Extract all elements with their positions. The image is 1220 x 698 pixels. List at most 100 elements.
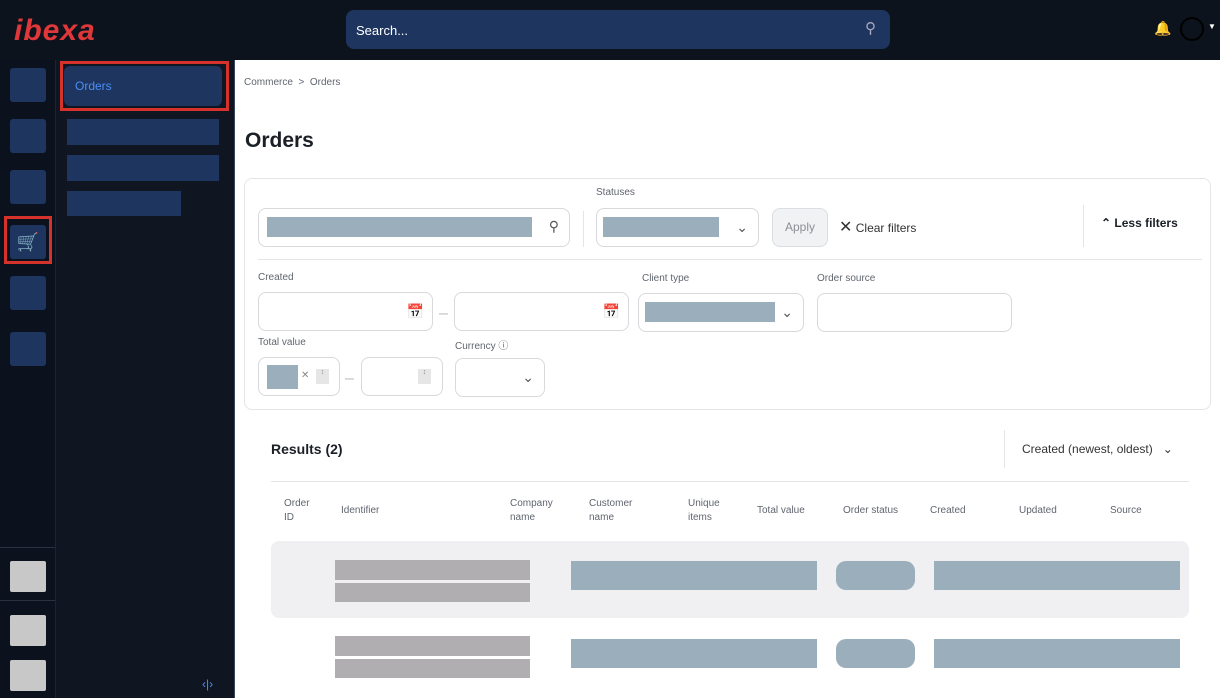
currency-label: Currency ⓘ <box>455 341 509 352</box>
total-value-label: Total value <box>258 337 306 348</box>
redacted <box>267 365 298 389</box>
chevron-down-icon: ⌄ <box>522 369 534 385</box>
redacted <box>267 217 532 237</box>
table-row[interactable] <box>271 541 1189 618</box>
stepper-icon[interactable]: ↕ <box>316 369 329 384</box>
total-value-min-input[interactable]: ✕ ↕ <box>258 357 340 396</box>
redacted <box>335 659 530 678</box>
highlight-box <box>4 216 52 264</box>
clear-filters-label: Clear filters <box>855 221 917 235</box>
breadcrumb: Commerce > Orders <box>244 77 340 88</box>
redacted <box>571 639 817 668</box>
apply-button[interactable]: Apply <box>772 208 828 247</box>
col-source[interactable]: Source <box>1110 505 1142 516</box>
order-source-input[interactable] <box>817 293 1012 332</box>
cart-icon[interactable]: 🛒 <box>10 225 46 259</box>
redacted <box>645 302 775 322</box>
top-bar: ibexa Search... ⚲ 🔔 ▼ <box>0 0 1220 60</box>
calendar-icon[interactable]: 📅 <box>406 303 424 319</box>
divider <box>1004 430 1005 468</box>
sub-nav-label: Orders <box>75 79 112 93</box>
redacted <box>335 583 530 602</box>
status-badge <box>836 639 915 668</box>
col-total-value[interactable]: Total value <box>757 505 805 516</box>
nav-item[interactable] <box>10 276 46 310</box>
order-source-label: Order source <box>817 273 876 284</box>
breadcrumb-parent[interactable]: Commerce <box>244 77 293 88</box>
nav-item[interactable] <box>10 119 46 153</box>
nav-item[interactable] <box>10 68 46 102</box>
redacted <box>603 217 719 237</box>
divider <box>583 211 584 247</box>
chevron-down-icon: ⌄ <box>1162 442 1173 456</box>
close-icon: ✕ <box>839 219 853 236</box>
avatar[interactable] <box>1180 17 1204 41</box>
col-customer-name[interactable]: Customer name <box>589 498 633 523</box>
chevron-down-icon: ⌄ <box>781 304 793 320</box>
sub-nav-item[interactable] <box>67 191 181 216</box>
nav-item[interactable] <box>10 615 46 646</box>
nav-item[interactable] <box>10 332 46 366</box>
ibexa-logo[interactable]: ibexa <box>14 14 96 47</box>
col-company-name[interactable]: Company name <box>510 498 553 523</box>
filter-search-input[interactable]: ⚲ <box>258 208 570 247</box>
statuses-label: Statuses <box>596 187 635 198</box>
redacted <box>335 636 530 656</box>
search-placeholder: Search... <box>356 23 409 38</box>
divider <box>0 547 55 548</box>
sort-select[interactable]: Created (newest, oldest) ⌄ <box>1022 442 1173 456</box>
search-icon[interactable]: ⚲ <box>548 218 559 234</box>
clear-filters-button[interactable]: ✕ Clear filters <box>839 217 916 237</box>
nav-item[interactable] <box>10 170 46 204</box>
statuses-select[interactable]: ⌄ <box>596 208 759 247</box>
sub-nav-item[interactable] <box>67 155 219 181</box>
client-type-select[interactable]: ⌄ <box>638 293 804 332</box>
created-to-input[interactable]: 📅 <box>454 292 629 331</box>
divider <box>1083 205 1084 247</box>
chevron-down-icon[interactable]: ▼ <box>1208 22 1216 31</box>
clear-icon[interactable]: ✕ <box>301 370 310 381</box>
main-content: Commerce > Orders Orders ⚲ Statuses ⌄ Ap… <box>235 60 1220 698</box>
divider <box>258 259 1202 260</box>
col-order-status[interactable]: Order status <box>843 505 899 516</box>
redacted <box>335 560 530 580</box>
range-separator: – <box>439 305 448 322</box>
created-from-input[interactable]: 📅 <box>258 292 433 331</box>
sub-nav-panel: Orders ‹|› <box>56 60 235 698</box>
divider <box>0 600 55 601</box>
nav-item[interactable] <box>10 660 46 691</box>
main-nav-rail: 🛒 <box>0 60 56 698</box>
sub-nav-item-orders[interactable]: Orders <box>64 66 222 106</box>
collapse-toggle-icon[interactable]: ‹|› <box>202 677 214 691</box>
sort-label: Created (newest, oldest) <box>1022 442 1153 456</box>
col-unique-items[interactable]: Unique items <box>688 498 720 523</box>
search-input[interactable]: Search... ⚲ <box>346 10 890 49</box>
calendar-icon[interactable]: 📅 <box>602 303 620 319</box>
redacted <box>934 639 1180 668</box>
table-row[interactable] <box>271 636 1189 684</box>
redacted <box>934 561 1180 590</box>
total-value-max-input[interactable]: ↕ <box>361 357 443 396</box>
highlight-box <box>60 61 229 111</box>
search-icon[interactable]: ⚲ <box>865 20 876 37</box>
col-identifier[interactable]: Identifier <box>341 505 380 516</box>
currency-select[interactable]: ⌄ <box>455 358 545 397</box>
col-order-id[interactable]: Order ID <box>284 498 310 523</box>
col-updated[interactable]: Updated <box>1019 505 1057 516</box>
breadcrumb-current: Orders <box>309 77 341 88</box>
created-label: Created <box>258 272 294 283</box>
sub-nav-item[interactable] <box>67 119 219 145</box>
nav-item[interactable] <box>10 561 46 592</box>
chevron-down-icon: ⌄ <box>736 219 748 235</box>
less-filters-label: Less filters <box>1114 216 1178 230</box>
page-title: Orders <box>245 129 314 152</box>
bell-icon[interactable]: 🔔 <box>1154 20 1172 36</box>
breadcrumb-sep: > <box>298 77 305 88</box>
info-icon[interactable]: ⓘ <box>498 341 509 352</box>
results-title: Results (2) <box>271 441 343 457</box>
status-badge <box>836 561 915 590</box>
divider <box>271 481 1189 482</box>
stepper-icon[interactable]: ↕ <box>418 369 431 384</box>
col-created[interactable]: Created <box>930 505 966 516</box>
less-filters-button[interactable]: ⌃ Less filters <box>1101 216 1178 230</box>
